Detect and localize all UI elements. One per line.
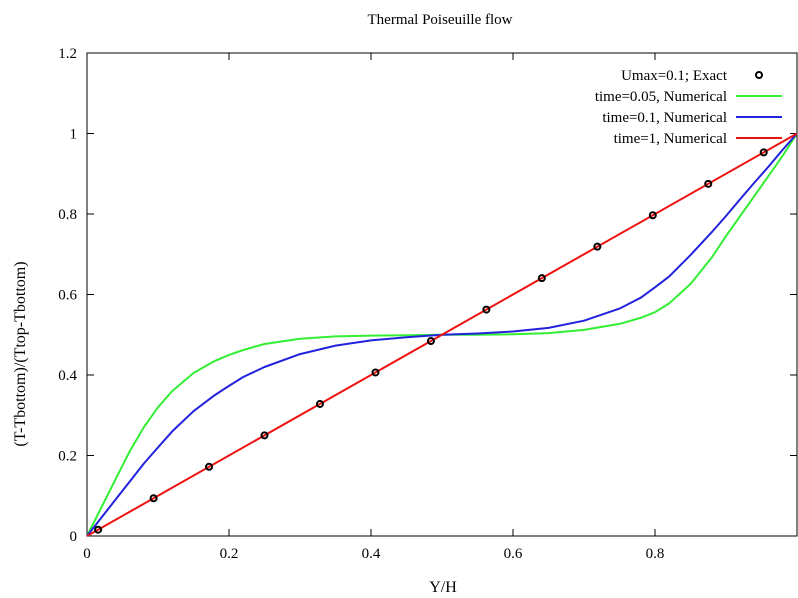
chart-title: Thermal Poiseuille flow [368, 12, 513, 28]
series-line-3 [86, 132, 798, 537]
legend-label: time=1, Numerical [614, 131, 727, 147]
y-tick-label: 0.8 [58, 207, 77, 223]
x-tick-label: 0.8 [646, 546, 665, 562]
legend-label: time=0.1, Numerical [602, 110, 727, 126]
legend-marker [755, 71, 763, 79]
y-tick-label: 0.6 [58, 288, 77, 304]
legend-label: time=0.05, Numerical [595, 89, 727, 105]
exact-data-point [426, 337, 435, 346]
y-tick-label: 1.2 [58, 46, 77, 62]
exact-data-point [759, 148, 768, 157]
x-tick-label: 0.6 [504, 546, 523, 562]
exact-data-point [371, 368, 380, 377]
exact-data-point [482, 305, 491, 314]
x-tick-label: 0 [83, 546, 91, 562]
y-axis-label: (T-Tbottom)/(Ttop-Tbottom) [12, 261, 29, 446]
legend-label: Umax=0.1; Exact [621, 68, 728, 84]
x-tick-label: 0.4 [362, 546, 381, 562]
exact-data-point [260, 431, 269, 440]
exact-data-point [537, 274, 546, 283]
y-tick-label: 0.2 [58, 449, 77, 465]
exact-data-point [149, 494, 158, 503]
exact-data-point [205, 462, 214, 471]
y-tick-label: 1 [70, 127, 78, 143]
x-axis-label: Y/H [429, 579, 457, 596]
exact-data-point [94, 525, 103, 534]
exact-data-point [593, 242, 602, 251]
exact-data-point [648, 211, 657, 220]
y-tick-label: 0 [70, 529, 78, 545]
exact-data-point [704, 179, 713, 188]
y-tick-label: 0.4 [58, 368, 77, 384]
x-tick-label: 0.2 [220, 546, 239, 562]
plot-area: 0 0.2 0.4 0.6 0.8 0 0.2 0.4 0.6 0.8 1 1.2 Umax=0.1; … [58, 46, 798, 562]
exact-data-point [315, 399, 324, 408]
